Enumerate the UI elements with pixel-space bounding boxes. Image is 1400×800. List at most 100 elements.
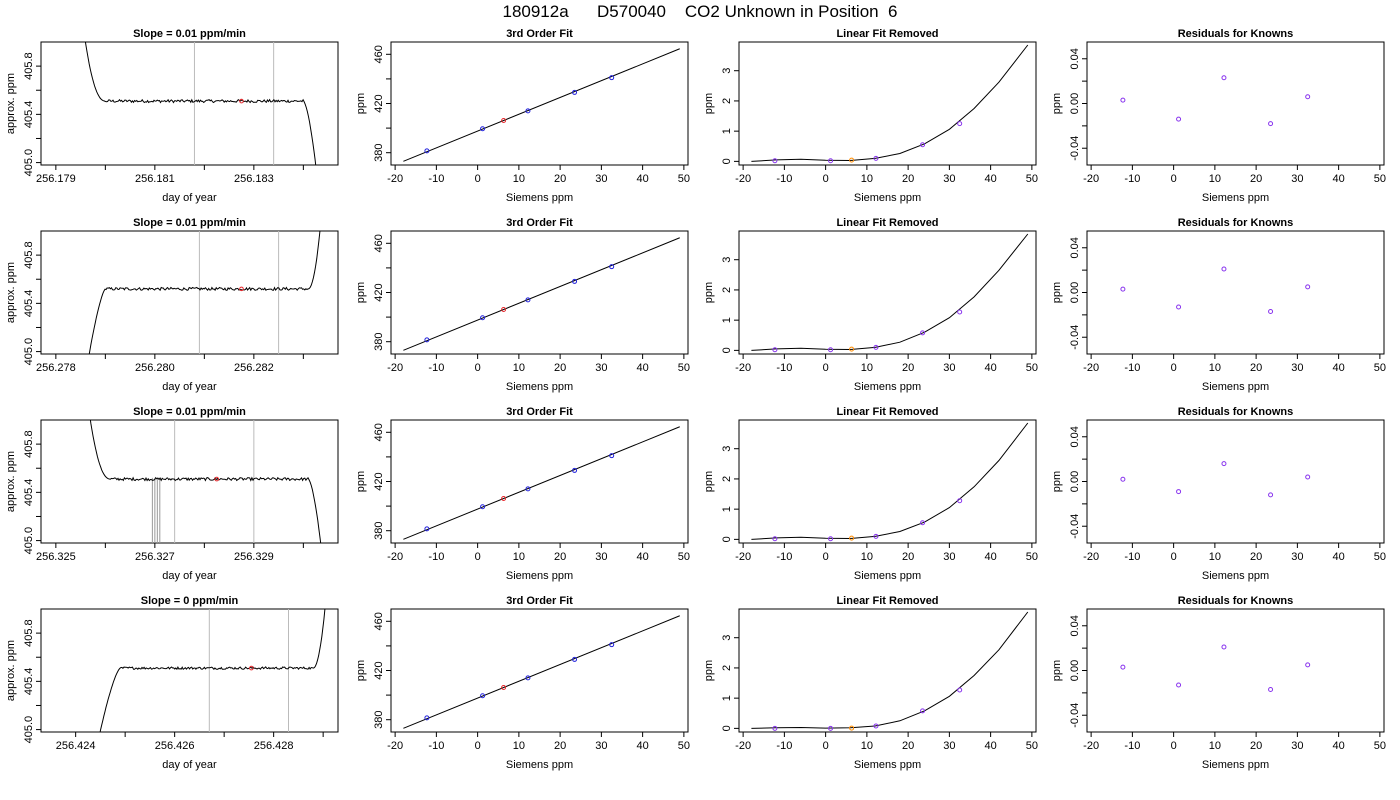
plot-area — [751, 611, 1029, 731]
x-tick-label: 0 — [823, 362, 829, 374]
x-tick-label: -10 — [776, 740, 792, 752]
known-point — [957, 498, 963, 504]
known-point — [609, 453, 615, 459]
y-tick-label: -0.04 — [1069, 703, 1081, 728]
x-tick-label: 50 — [678, 362, 690, 374]
x-tick-label: 30 — [943, 740, 955, 752]
x-axis-label: Siemens ppm — [1202, 759, 1269, 771]
plot-frame — [390, 41, 689, 166]
x-tick-label: 40 — [637, 551, 649, 563]
known-point — [828, 725, 834, 731]
x-tick-label: 30 — [595, 362, 607, 374]
x-tick-label: 40 — [1333, 173, 1345, 185]
panel-residuals-row-3: Residuals for Knowns -20 -10 0 10 20 30 40 50 -0.… — [1051, 406, 1386, 582]
x-tick-label: 40 — [1333, 740, 1345, 752]
known-point — [424, 715, 430, 721]
x-tick-label: 256.280 — [135, 362, 175, 374]
x-tick-label: 10 — [861, 740, 873, 752]
panel-fit-row-2: 3rd Order Fit -20 -10 0 10 20 30 40 50 380 420 460 S… — [355, 217, 690, 393]
panel-title: Residuals for Knowns — [1178, 406, 1294, 418]
concentration-trace — [99, 609, 326, 732]
plot-frame — [738, 608, 1037, 733]
x-tick-label: 10 — [513, 362, 525, 374]
x-tick-label: 50 — [1374, 362, 1386, 374]
x-tick-label: 50 — [1374, 551, 1386, 563]
x-tick-label: 10 — [513, 173, 525, 185]
panel-linear-removed-row-2: Linear Fit Removed -20 -10 0 10 20 30 40 50 0 1 2 3 S… — [703, 217, 1038, 393]
x-tick-label: 10 — [861, 362, 873, 374]
y-axis-label: ppm — [1051, 93, 1063, 114]
x-tick-label: 256.179 — [36, 173, 76, 185]
x-axis-label: Siemens ppm — [506, 381, 573, 393]
unknown-point — [849, 535, 855, 541]
known-point — [957, 309, 963, 315]
y-tick-label: 405.0 — [23, 716, 35, 744]
plot-frame — [40, 419, 339, 544]
y-tick-label: 0 — [721, 725, 733, 731]
known-point — [609, 264, 615, 270]
x-tick-label: -10 — [1124, 740, 1140, 752]
x-tick-label: 30 — [595, 551, 607, 563]
x-tick-label: 20 — [1250, 173, 1262, 185]
residual-point — [1221, 266, 1227, 272]
fit-line — [403, 426, 680, 540]
residual-curve — [751, 233, 1029, 351]
known-point — [920, 142, 926, 148]
y-tick-label: 3 — [721, 635, 733, 641]
plot-frame — [40, 41, 339, 166]
panel-fit-row-1: 3rd Order Fit -20 -10 0 10 20 30 40 50 380 420 460 S… — [355, 28, 690, 204]
x-tick-label: -10 — [1124, 551, 1140, 563]
x-tick-label: 20 — [902, 362, 914, 374]
x-tick-label: 10 — [1209, 362, 1221, 374]
mean-marker — [249, 665, 254, 671]
known-point — [609, 75, 615, 81]
panel-title: Slope = 0.01 ppm/min — [133, 28, 246, 40]
x-tick-label: -10 — [1124, 173, 1140, 185]
x-tick-label: 20 — [554, 740, 566, 752]
x-tick-label: -20 — [1083, 173, 1099, 185]
residual-point — [1305, 94, 1311, 100]
y-tick-label: 1 — [721, 506, 733, 512]
fit-line — [403, 237, 680, 351]
plot-frame — [390, 608, 689, 733]
plot-frame — [40, 608, 339, 733]
y-tick-label: -0.04 — [1069, 514, 1081, 539]
x-tick-label: -20 — [735, 362, 751, 374]
x-axis-label: Siemens ppm — [506, 192, 573, 204]
x-axis-label: day of year — [162, 381, 217, 393]
x-tick-label: 40 — [985, 740, 997, 752]
x-tick-label: 40 — [985, 173, 997, 185]
residual-point — [1221, 644, 1227, 650]
known-point — [572, 89, 578, 95]
x-tick-label: -20 — [1083, 551, 1099, 563]
panel-title: Linear Fit Removed — [836, 406, 938, 418]
x-tick-label: 10 — [513, 551, 525, 563]
x-tick-label: 10 — [513, 740, 525, 752]
x-tick-label: -20 — [1083, 362, 1099, 374]
residual-point — [1176, 116, 1182, 122]
plot-frame — [738, 41, 1037, 166]
known-point — [772, 536, 778, 542]
plot-frame — [1086, 41, 1385, 166]
panel-title: Linear Fit Removed — [836, 28, 938, 40]
known-point — [480, 693, 486, 699]
panel-fit-row-3: 3rd Order Fit -20 -10 0 10 20 30 40 50 380 420 460 S… — [355, 406, 690, 582]
plot-frame — [40, 230, 339, 355]
known-point — [957, 121, 963, 127]
y-tick-label: 420 — [373, 661, 385, 679]
x-tick-label: 0 — [823, 173, 829, 185]
known-point — [772, 725, 778, 731]
y-tick-label: 1 — [721, 317, 733, 323]
x-tick-label: -10 — [428, 362, 444, 374]
x-tick-label: 256.426 — [155, 740, 195, 752]
plot-frame — [738, 230, 1037, 355]
y-tick-label: 0 — [721, 158, 733, 164]
known-point — [480, 126, 486, 132]
unknown-point — [501, 495, 507, 501]
residual-point — [1120, 286, 1126, 292]
y-tick-label: 380 — [373, 144, 385, 162]
known-point — [424, 526, 430, 532]
y-tick-label: 0.00 — [1069, 93, 1081, 114]
y-tick-label: 380 — [373, 333, 385, 351]
